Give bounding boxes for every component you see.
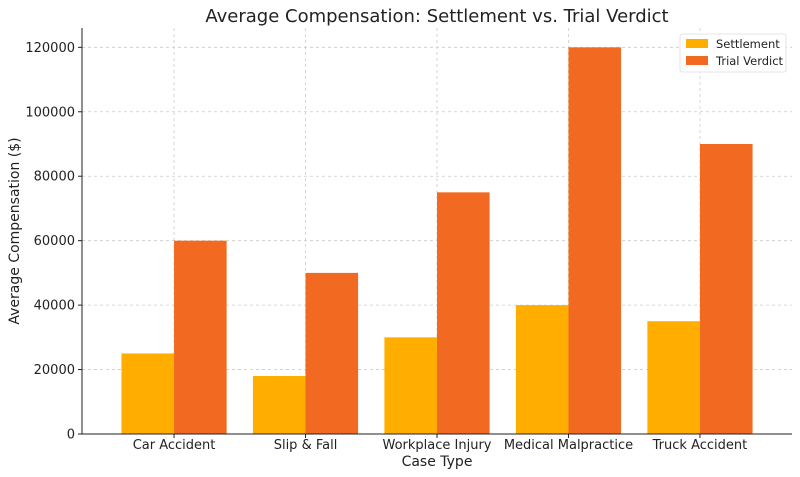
legend-swatch-trial-verdict [686,56,708,65]
y-tick-label: 20000 [34,363,75,378]
bar-settlement-3 [515,305,569,434]
y-tick-label: 100000 [25,105,75,120]
y-tick-label: 40000 [34,299,75,314]
x-axis-label: Case Type [402,454,473,470]
legend-swatch-settlement [686,39,708,48]
legend-label-settlement: Settlement [716,37,780,51]
bar-settlement-4 [647,321,700,434]
x-tick-label: Truck Accident [652,438,748,453]
x-tick-label: Slip & Fall [274,438,338,453]
bar-settlement-2 [384,337,437,434]
y-ticks: 0 20000 40000 60000 80000 100000 120000 [25,41,82,443]
bar-trial-verdict-1 [305,272,359,434]
legend-label-trial-verdict: Trial Verdict [715,54,784,68]
x-tick-label: Car Accident [133,438,216,453]
y-tick-label: 120000 [25,41,75,56]
bar-settlement-0 [121,353,175,434]
x-ticks: Car Accident Slip & Fall Workplace Injury M… [133,434,748,453]
y-axis-label: Average Compensation ($) [7,137,23,324]
bar-trial-verdict-2 [437,192,490,434]
x-tick-label: Medical Malpractice [504,438,633,453]
y-tick-label: 0 [67,428,75,443]
y-tick-label: 80000 [34,170,75,185]
bar-trial-verdict-3 [568,47,622,434]
x-tick-label: Workplace Injury [383,438,492,453]
bars [121,47,753,434]
legend: Settlement Trial Verdict [679,33,787,73]
y-tick-label: 60000 [34,234,75,249]
bar-settlement-1 [252,376,306,434]
bar-trial-verdict-4 [699,144,753,434]
chart-title: Average Compensation: Settlement vs. Tri… [205,6,668,27]
bar-trial-verdict-0 [174,240,227,434]
